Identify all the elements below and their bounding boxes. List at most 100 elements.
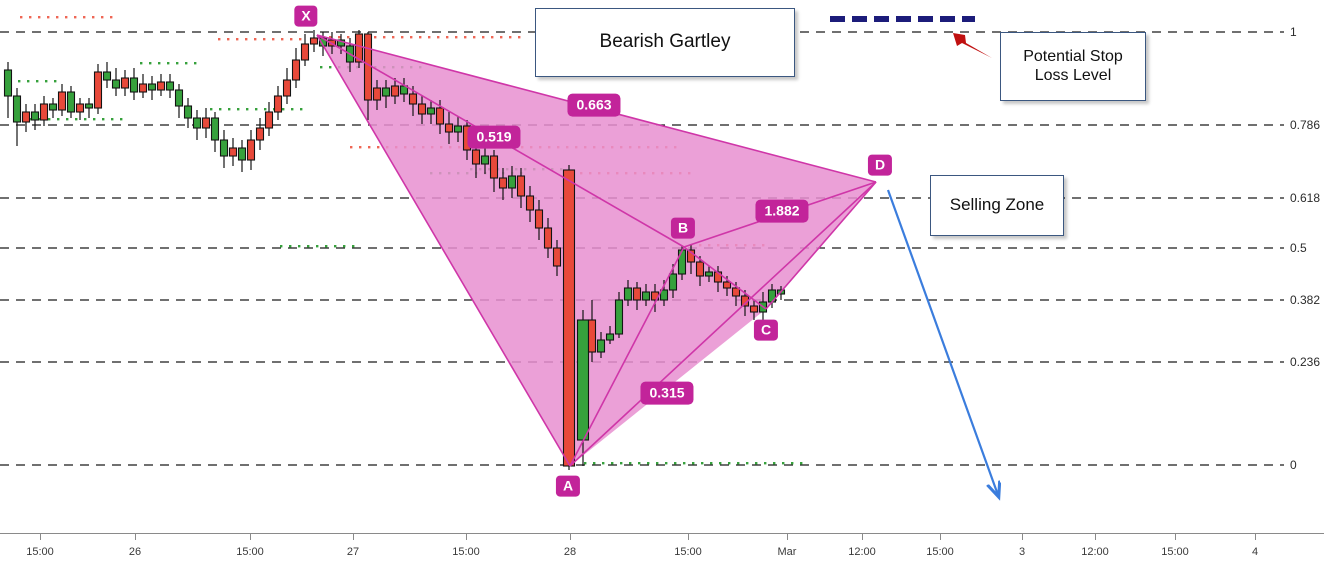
indicator-dot bbox=[602, 462, 605, 465]
indicator-dot bbox=[491, 36, 494, 39]
price-axis-label[interactable]: 0 bbox=[1290, 458, 1297, 472]
pattern-point-d[interactable]: D bbox=[867, 154, 893, 176]
time-axis-label[interactable]: 28 bbox=[563, 546, 577, 558]
candle-body bbox=[659, 289, 669, 301]
selling-zone-note-text: Selling Zone bbox=[949, 195, 1045, 215]
indicator-dot bbox=[629, 462, 632, 465]
indicator-dot bbox=[764, 462, 767, 465]
indicator-dot bbox=[419, 36, 422, 39]
stop-loss-note[interactable]: Potential Stop Loss Level bbox=[1000, 32, 1146, 101]
candle-body bbox=[255, 127, 265, 141]
indicator-dot bbox=[638, 462, 641, 465]
indicator-dot bbox=[29, 16, 32, 19]
indicator-dot bbox=[289, 245, 292, 248]
indicator-dot bbox=[291, 108, 294, 111]
candle-body bbox=[444, 123, 454, 133]
price-axis-label[interactable]: 0.382 bbox=[1290, 293, 1321, 307]
candle-body bbox=[686, 249, 696, 263]
indicator-dot bbox=[647, 462, 650, 465]
candle-body bbox=[210, 117, 220, 141]
price-axis-label[interactable]: 1 bbox=[1290, 25, 1297, 39]
indicator-dot bbox=[101, 16, 104, 19]
candle-body bbox=[498, 177, 508, 189]
candle-body bbox=[372, 87, 382, 101]
time-axis-tick bbox=[688, 534, 689, 540]
time-axis-label[interactable]: 3 bbox=[1018, 546, 1026, 558]
candle-body bbox=[596, 339, 606, 353]
time-axis[interactable]: 15:00 26 15:00 27 15:00 28 15:00 Mar 12:00 15:00 3… bbox=[0, 533, 1324, 561]
indicator-dot bbox=[383, 36, 386, 39]
time-axis-tick bbox=[135, 534, 136, 540]
time-axis-label[interactable]: 12:00 bbox=[848, 546, 876, 558]
time-axis-label[interactable]: 26 bbox=[128, 546, 142, 558]
indicator-dot bbox=[272, 38, 275, 41]
pattern-point-b[interactable]: B bbox=[670, 217, 696, 239]
candle-body bbox=[426, 107, 436, 115]
fib-ratio-label[interactable]: 0.315 bbox=[640, 381, 694, 405]
indicator-dot bbox=[347, 36, 350, 39]
pattern-title-text: Bearish Gartley bbox=[599, 31, 731, 53]
candle-body bbox=[668, 273, 678, 291]
time-axis-label[interactable]: Mar bbox=[777, 546, 797, 558]
time-axis-label[interactable]: 15:00 bbox=[26, 546, 54, 558]
time-axis-label[interactable]: 15:00 bbox=[1161, 546, 1189, 558]
pattern-point-x[interactable]: X bbox=[294, 5, 318, 27]
indicator-dot bbox=[282, 108, 285, 111]
candle-body bbox=[471, 149, 481, 165]
indicator-dot bbox=[254, 38, 257, 41]
fib-ratio-label[interactable]: 0.519 bbox=[467, 125, 521, 149]
time-axis-label[interactable]: 15:00 bbox=[674, 546, 702, 558]
indicator-dot bbox=[737, 462, 740, 465]
leg-bc bbox=[683, 246, 767, 310]
time-axis-label[interactable]: 27 bbox=[346, 546, 360, 558]
indicator-dot bbox=[290, 38, 293, 41]
indicator-dot bbox=[83, 16, 86, 19]
stop-loss-note-text: Potential Stop Loss Level bbox=[1023, 47, 1123, 84]
time-axis-tick bbox=[1175, 534, 1176, 540]
candle-body bbox=[201, 117, 211, 129]
indicator-dot bbox=[701, 462, 704, 465]
indicator-dot bbox=[329, 36, 332, 39]
indicator-dot bbox=[500, 36, 503, 39]
leg-ab bbox=[569, 246, 685, 467]
candle-body bbox=[291, 59, 301, 81]
indicator-dot bbox=[352, 245, 355, 248]
candle-body bbox=[21, 111, 31, 123]
candle-body bbox=[174, 89, 184, 107]
pattern-title[interactable]: Bearish Gartley bbox=[535, 8, 795, 77]
indicator-dot bbox=[593, 462, 596, 465]
pattern-point-a[interactable]: A bbox=[555, 475, 581, 497]
candle-body bbox=[120, 77, 130, 89]
candle-body bbox=[264, 111, 274, 129]
selling-zone-note[interactable]: Selling Zone bbox=[930, 175, 1064, 236]
indicator-dot bbox=[176, 62, 179, 65]
candle-body bbox=[381, 87, 391, 97]
candle-body bbox=[75, 103, 85, 113]
time-axis-tick bbox=[787, 534, 788, 540]
indicator-dot bbox=[656, 462, 659, 465]
time-axis-label[interactable]: 15:00 bbox=[452, 546, 480, 558]
price-axis-label[interactable]: 0.5 bbox=[1290, 241, 1307, 255]
indicator-dot bbox=[683, 462, 686, 465]
price-axis-label[interactable]: 0.236 bbox=[1290, 355, 1321, 369]
time-axis-tick bbox=[570, 534, 571, 540]
indicator-dot bbox=[264, 108, 267, 111]
time-axis-label[interactable]: 15:00 bbox=[926, 546, 954, 558]
fib-ratio-label[interactable]: 1.882 bbox=[755, 199, 809, 223]
indicator-dot bbox=[300, 108, 303, 111]
price-axis-label[interactable]: 0.618 bbox=[1290, 191, 1321, 205]
fib-ratio-label[interactable]: 0.663 bbox=[567, 93, 621, 117]
pattern-point-c[interactable]: C bbox=[753, 319, 779, 341]
time-axis-label[interactable]: 4 bbox=[1251, 546, 1259, 558]
candle-body bbox=[93, 71, 103, 109]
time-axis-label[interactable]: 12:00 bbox=[1081, 546, 1109, 558]
price-axis-label[interactable]: 0.786 bbox=[1290, 118, 1321, 132]
candle-body bbox=[228, 147, 238, 157]
indicator-dot bbox=[18, 80, 21, 83]
indicator-dot bbox=[120, 118, 123, 121]
time-axis-label[interactable]: 15:00 bbox=[236, 546, 264, 558]
candle-body bbox=[183, 105, 193, 119]
indicator-dot bbox=[746, 462, 749, 465]
candle-body bbox=[390, 85, 400, 97]
